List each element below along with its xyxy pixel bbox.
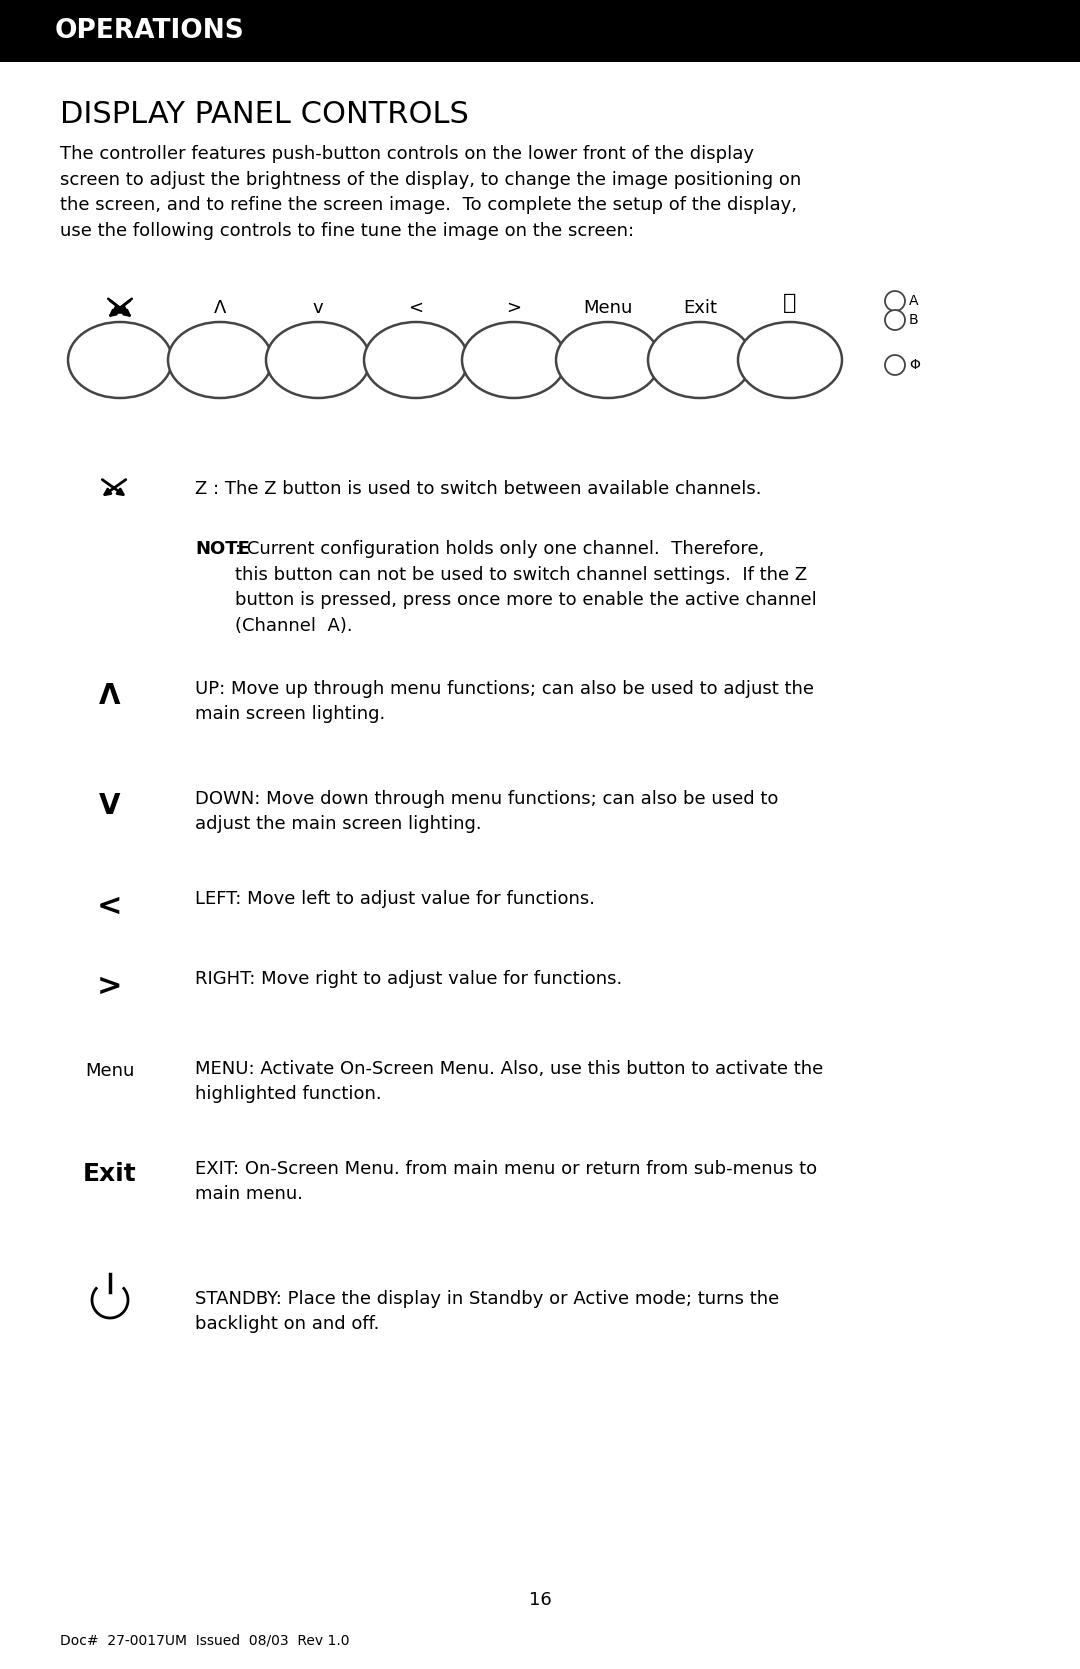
Text: <: < (408, 299, 423, 317)
Text: Φ: Φ (909, 357, 920, 372)
Ellipse shape (364, 322, 468, 397)
Text: EXIT: On-Screen Menu. from main menu or return from sub-menus to
main menu.: EXIT: On-Screen Menu. from main menu or … (195, 1160, 818, 1203)
Text: Menu: Menu (85, 1061, 135, 1080)
Circle shape (885, 310, 905, 330)
Text: B: B (909, 314, 919, 327)
Text: Λ: Λ (214, 299, 226, 317)
Text: Exit: Exit (683, 299, 717, 317)
Ellipse shape (168, 322, 272, 397)
Text: STANDBY: Place the display in Standby or Active mode; turns the
backlight on and: STANDBY: Place the display in Standby or… (195, 1290, 780, 1334)
Text: ⏻: ⏻ (783, 294, 797, 314)
Ellipse shape (462, 322, 566, 397)
Ellipse shape (556, 322, 660, 397)
Text: DISPLAY PANEL CONTROLS: DISPLAY PANEL CONTROLS (60, 100, 469, 129)
Text: LEFT: Move left to adjust value for functions.: LEFT: Move left to adjust value for func… (195, 890, 595, 908)
Text: OPERATIONS: OPERATIONS (55, 18, 245, 43)
Text: DOWN: Move down through menu functions; can also be used to
adjust the main scre: DOWN: Move down through menu functions; … (195, 789, 779, 833)
Text: UP: Move up through menu functions; can also be used to adjust the
main screen l: UP: Move up through menu functions; can … (195, 679, 814, 723)
Circle shape (885, 355, 905, 376)
Text: >: > (97, 971, 123, 1001)
Text: v: v (313, 299, 323, 317)
Ellipse shape (648, 322, 752, 397)
Text: Z : The Z button is used to switch between available channels.: Z : The Z button is used to switch betwe… (195, 481, 761, 497)
Text: NOTE: NOTE (195, 541, 249, 557)
Text: Exit: Exit (83, 1162, 137, 1187)
Ellipse shape (68, 322, 172, 397)
Bar (0, 0, 1080, 62)
Circle shape (885, 290, 905, 310)
Text: : Current configuration holds only one channel.  Therefore,
this button can not : : Current configuration holds only one c… (235, 541, 816, 636)
Text: MENU: Activate On-Screen Menu. Also, use this button to activate the
highlighted: MENU: Activate On-Screen Menu. Also, use… (195, 1060, 823, 1103)
Text: >: > (507, 299, 522, 317)
Text: Λ: Λ (99, 683, 121, 709)
Ellipse shape (266, 322, 370, 397)
Text: <: < (97, 891, 123, 921)
Text: Doc#  27-0017UM  Issued  08/03  Rev 1.0: Doc# 27-0017UM Issued 08/03 Rev 1.0 (60, 1632, 350, 1647)
Text: Menu: Menu (583, 299, 633, 317)
Text: 16: 16 (528, 1591, 552, 1609)
Text: The controller features push-button controls on the lower front of the display
s: The controller features push-button cont… (60, 145, 801, 240)
Text: A: A (909, 294, 918, 309)
Ellipse shape (738, 322, 842, 397)
Text: RIGHT: Move right to adjust value for functions.: RIGHT: Move right to adjust value for fu… (195, 970, 622, 988)
Text: V: V (99, 793, 121, 819)
